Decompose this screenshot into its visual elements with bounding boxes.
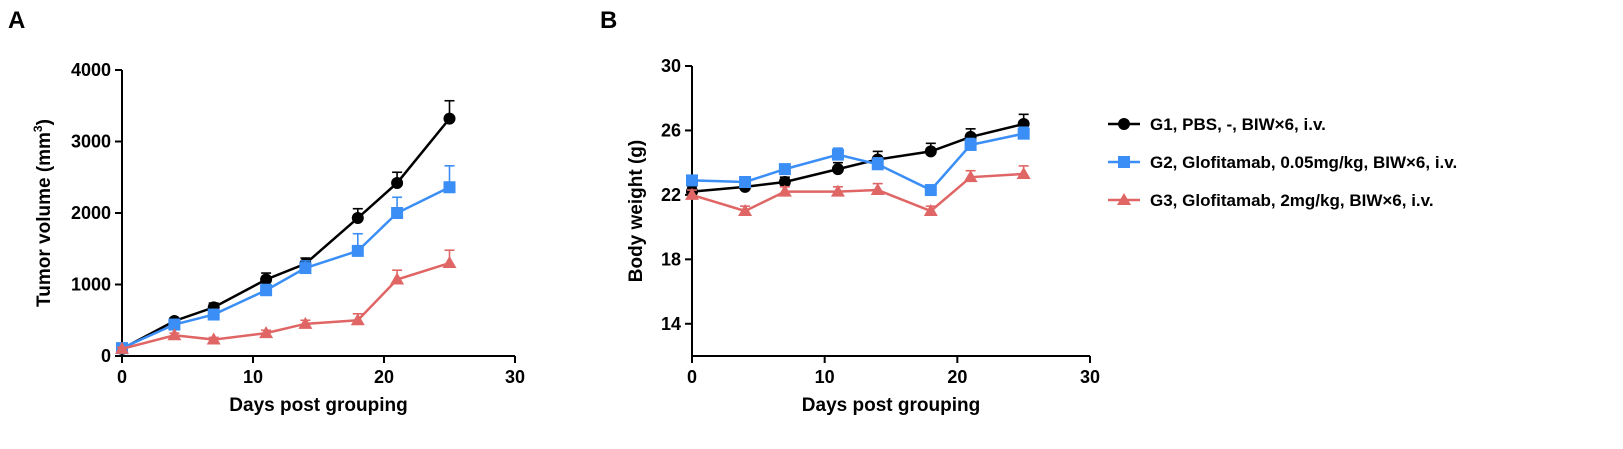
data-point	[259, 326, 274, 339]
legend-item-2: G2, Glofitamab, 0.05mg/kg, BIW×6, i.v.	[1108, 153, 1457, 172]
data-point	[115, 341, 129, 354]
data-point	[351, 212, 364, 225]
data-point	[778, 163, 791, 176]
y-axis-title: Body weight (g)	[626, 140, 647, 282]
data-point	[924, 145, 937, 158]
series-1	[686, 113, 1030, 198]
series-line	[121, 186, 451, 350]
legend-marker	[1118, 118, 1130, 130]
series-1	[116, 99, 456, 355]
data-point	[167, 328, 182, 341]
series-3	[685, 165, 1031, 216]
y-tick-label: 22	[661, 185, 681, 205]
y-tick-label: 14	[661, 314, 681, 334]
legend-label: G1, PBS, -, BIW×6, i.v.	[1150, 115, 1326, 134]
y-tick-label: 26	[661, 120, 681, 140]
x-axis-title: Days post grouping	[802, 395, 980, 416]
y-axis-title-main: Body weight (g)	[626, 140, 647, 282]
y-tick-label: 4000	[71, 60, 111, 80]
series-2	[686, 126, 1030, 197]
legend-label: G2, Glofitamab, 0.05mg/kg, BIW×6, i.v.	[1150, 153, 1457, 172]
series-2	[116, 165, 456, 355]
x-tick-label: 10	[815, 367, 835, 387]
y-axis-title-main: Tumor volume (mm	[34, 132, 55, 307]
x-tick-label: 30	[505, 367, 525, 387]
data-point	[207, 308, 220, 321]
data-point	[260, 273, 273, 286]
data-point	[924, 184, 937, 197]
panel-b-plot: 0 10 20 30 14 18 22 26 30 Days post grouping Body …	[626, 56, 1100, 416]
data-point	[778, 176, 791, 188]
data-point	[442, 256, 457, 269]
x-tick-label: 20	[947, 367, 967, 387]
series-line	[691, 122, 1024, 193]
data-point	[963, 170, 978, 183]
x-tick-label: 0	[117, 367, 127, 387]
legend-item-3: G3, Glofitamab, 2mg/kg, BIW×6, i.v.	[1108, 191, 1434, 210]
data-point	[390, 272, 405, 285]
x-tick-label: 10	[243, 367, 263, 387]
x-tick-label: 30	[1080, 367, 1100, 387]
data-point	[870, 183, 885, 196]
data-point	[777, 184, 792, 197]
y-tick-label: 0	[101, 346, 111, 366]
data-point	[391, 207, 404, 219]
legend: G1, PBS, -, BIW×6, i.v. G2, Glofitamab, 0…	[1108, 115, 1457, 210]
series-line	[691, 132, 1024, 192]
y-tick-label: 3000	[71, 132, 111, 152]
data-point	[351, 244, 364, 257]
series-3	[115, 249, 457, 354]
legend-label: G3, Glofitamab, 2mg/kg, BIW×6, i.v.	[1150, 191, 1434, 210]
data-point	[260, 284, 273, 297]
data-point	[168, 318, 181, 331]
x-tick-label: 20	[374, 367, 394, 387]
y-axis-title-close: )	[34, 119, 55, 125]
data-point	[1016, 166, 1031, 179]
legend-marker	[1117, 193, 1131, 205]
y-tick-label: 1000	[71, 275, 111, 295]
data-point	[686, 174, 698, 187]
data-point	[685, 187, 699, 200]
data-point	[299, 262, 312, 275]
y-axis-title: Tumor volume (mm3)	[31, 119, 55, 307]
panel-letter-b: B	[600, 7, 617, 34]
data-point	[739, 176, 752, 188]
y-axis-title-superscript: 3	[31, 125, 45, 132]
x-tick-label: 0	[687, 367, 697, 387]
y-tick-label: 18	[661, 249, 681, 269]
data-point	[391, 176, 404, 189]
x-axis-title: Days post grouping	[229, 395, 407, 416]
series-line	[121, 261, 450, 351]
data-point	[871, 158, 884, 171]
series-line	[121, 117, 451, 350]
y-tick-label: 30	[661, 56, 681, 76]
series-line	[691, 172, 1024, 213]
data-point	[964, 138, 977, 151]
data-point	[298, 316, 313, 329]
data-point	[830, 184, 845, 197]
data-point	[443, 112, 456, 125]
data-point	[831, 163, 844, 176]
panel-a-plot: 0 10 20 30 0 1000 2000 3000 4000 Days post groupi…	[31, 60, 525, 416]
legend-marker	[1118, 156, 1130, 168]
data-point	[738, 204, 753, 216]
panel-letter-a: A	[8, 7, 25, 34]
data-point	[206, 332, 221, 345]
data-point	[831, 148, 844, 161]
data-point	[350, 313, 365, 326]
data-point	[923, 204, 938, 216]
data-point	[1017, 127, 1030, 140]
data-point	[443, 181, 456, 194]
legend-item-1: G1, PBS, -, BIW×6, i.v.	[1108, 115, 1326, 134]
y-tick-label: 2000	[71, 203, 111, 223]
